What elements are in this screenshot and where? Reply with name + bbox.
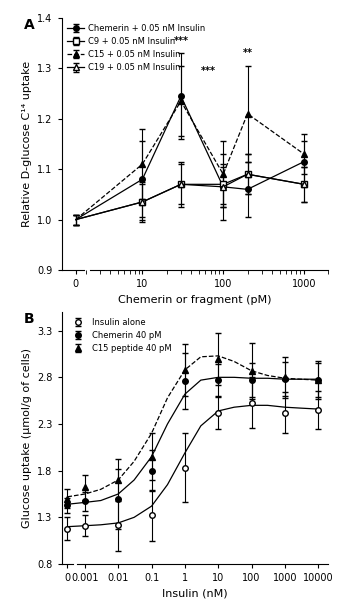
Text: ***: *** bbox=[200, 66, 215, 76]
X-axis label: Insulin (nM): Insulin (nM) bbox=[162, 589, 228, 599]
Y-axis label: Relative D-glucose C¹⁴ uptake: Relative D-glucose C¹⁴ uptake bbox=[22, 61, 31, 227]
Text: B: B bbox=[24, 312, 35, 326]
Legend: Chemerin + 0.05 nM Insulin, C9 + 0.05 nM Insulin, C15 + 0.05 nM Insulin, C19 + 0: Chemerin + 0.05 nM Insulin, C9 + 0.05 nM… bbox=[66, 22, 207, 74]
Text: A: A bbox=[24, 18, 35, 32]
Text: **: ** bbox=[242, 49, 252, 58]
Text: ***: *** bbox=[173, 36, 188, 46]
Y-axis label: Glucose uptake (μmol/g of cells): Glucose uptake (μmol/g of cells) bbox=[22, 348, 31, 528]
Legend: Insulin alone, Chemerin 40 pM, C15 peptide 40 pM: Insulin alone, Chemerin 40 pM, C15 pepti… bbox=[66, 316, 174, 355]
X-axis label: Chemerin or fragment (pM): Chemerin or fragment (pM) bbox=[118, 295, 272, 305]
